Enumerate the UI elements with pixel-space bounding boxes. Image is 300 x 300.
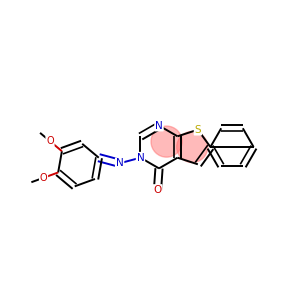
Text: N: N xyxy=(116,158,124,168)
Text: O: O xyxy=(153,185,162,195)
Circle shape xyxy=(177,131,208,163)
Text: O: O xyxy=(46,136,54,146)
Text: N: N xyxy=(155,121,163,130)
Text: S: S xyxy=(194,125,201,135)
Circle shape xyxy=(151,126,182,157)
Text: O: O xyxy=(40,173,47,183)
Text: N: N xyxy=(136,153,144,163)
